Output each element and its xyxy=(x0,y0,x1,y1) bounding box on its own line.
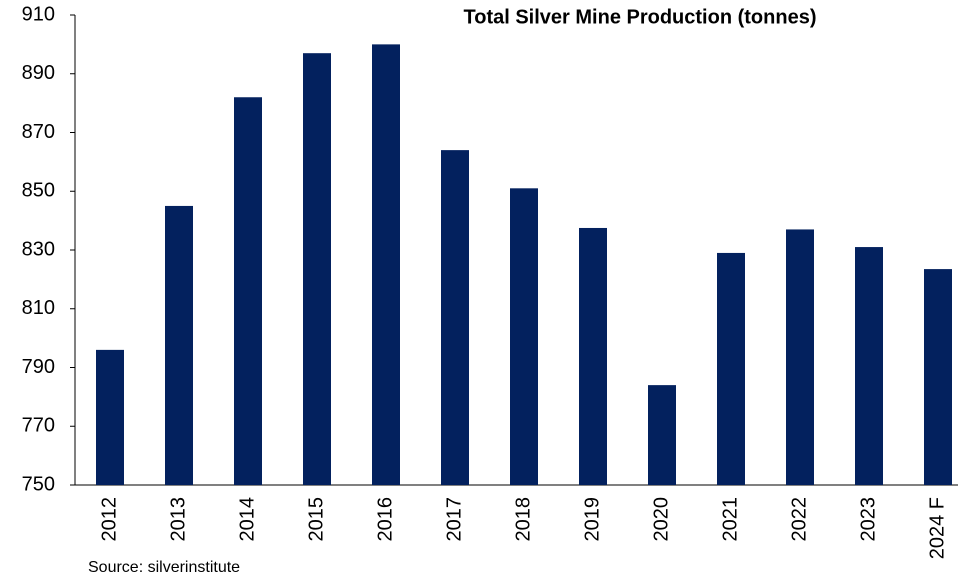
bar xyxy=(786,229,814,485)
x-tick-label: 2023 xyxy=(857,497,879,542)
bar xyxy=(510,188,538,485)
bar xyxy=(441,150,469,485)
bar xyxy=(96,349,124,485)
x-tick-label: 2021 xyxy=(719,497,741,542)
bar xyxy=(855,247,883,485)
y-tick-label: 750 xyxy=(22,473,55,495)
y-tick-label: 830 xyxy=(22,238,55,260)
y-tick-label: 810 xyxy=(22,297,55,319)
x-tick-label: 2019 xyxy=(581,497,603,542)
x-tick-label: 2016 xyxy=(374,497,396,542)
bar xyxy=(372,44,400,485)
bar xyxy=(717,252,745,485)
y-tick-label: 890 xyxy=(22,62,55,84)
x-tick-label: 2012 xyxy=(98,497,120,542)
source-note: Source: silverinstitute xyxy=(88,559,240,576)
x-tick-label: 2015 xyxy=(305,497,327,542)
y-tick-label: 870 xyxy=(22,121,55,143)
bar xyxy=(924,269,952,485)
y-tick-label: 850 xyxy=(22,180,55,202)
bar xyxy=(303,53,331,485)
y-tick-label: 770 xyxy=(22,415,55,437)
x-tick-label: 2014 xyxy=(236,497,258,542)
x-tick-label: 2013 xyxy=(167,497,189,542)
x-tick-label: 2022 xyxy=(788,497,810,542)
y-tick-label: 910 xyxy=(22,3,55,25)
x-tick-label: 2020 xyxy=(650,497,672,542)
bar xyxy=(234,97,262,485)
x-tick-label: 2017 xyxy=(443,497,465,542)
x-tick-label: 2018 xyxy=(512,497,534,542)
bar xyxy=(648,385,676,485)
x-tick-label: 2024 F xyxy=(926,497,948,559)
bar xyxy=(165,205,193,485)
chart-title: Total Silver Mine Production (tonnes) xyxy=(464,6,817,28)
bar xyxy=(579,227,607,485)
y-tick-label: 790 xyxy=(22,356,55,378)
